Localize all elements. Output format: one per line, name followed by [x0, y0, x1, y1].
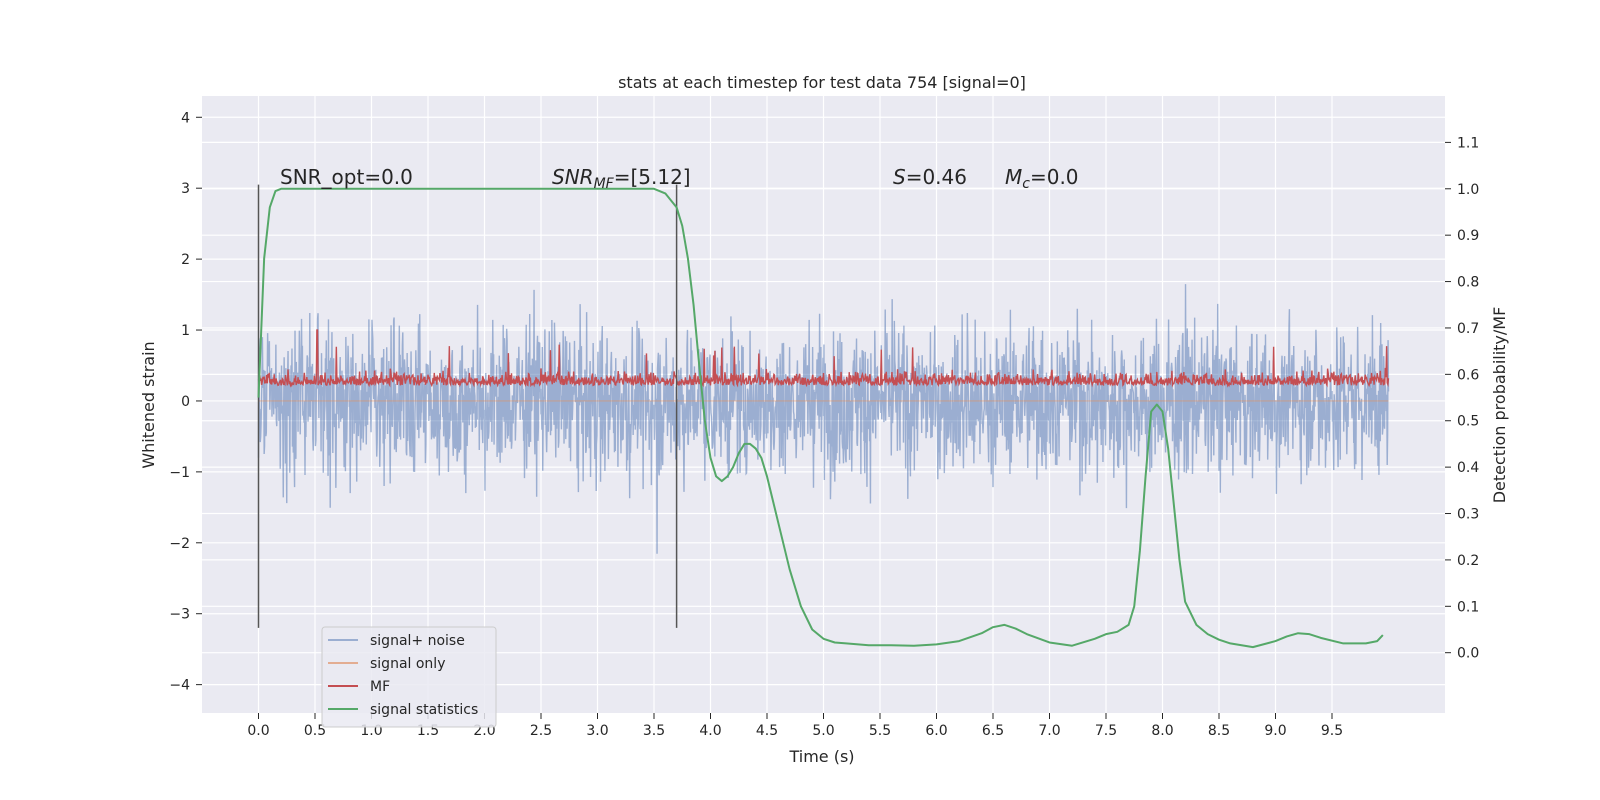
- y2-tick-label: 1.0: [1457, 182, 1479, 198]
- series-mf: [257, 329, 1390, 388]
- y2-tick-label: 0.0: [1457, 646, 1479, 662]
- y2-tick-label: 0.1: [1457, 599, 1479, 615]
- annotation-snr-mf-sub: MF: [594, 176, 615, 192]
- annotation-snr-mf-suffix: =[5.12]: [614, 165, 691, 189]
- annotation-snr-mf-prefix: SNR: [552, 165, 594, 189]
- annotation-mc: Mc=0.0: [1005, 165, 1079, 192]
- y2-tick-label: 0.8: [1457, 275, 1479, 291]
- x-tick-label: 9.5: [1321, 723, 1343, 739]
- legend-label-signal-statistics: signal statistics: [370, 702, 478, 718]
- y2-tick-label: 0.9: [1457, 228, 1479, 244]
- y2-tick-labels: 1.1 1.0 0.9 0.8 0.7 0.6 0.5 0.4 0.3 0.2 0.1 0.0: [1445, 135, 1479, 662]
- y-tick-label: 1: [181, 323, 190, 339]
- x-tick-label: 4.5: [756, 723, 778, 739]
- chart-title: stats at each timestep for test data 754…: [618, 73, 1026, 92]
- signal-statistics-line: [257, 187, 1384, 649]
- y-tick-label: −1: [169, 465, 190, 481]
- annotation-mc-sub: c: [1022, 176, 1030, 192]
- y-tick-label: 0: [181, 394, 190, 410]
- x-tick-label: 9.0: [1264, 723, 1286, 739]
- x-tick-label: 8.0: [1151, 723, 1173, 739]
- y-tick-labels: 4 3 2 1 0 −1 −2 −3 −4: [169, 110, 202, 694]
- y2-tick-label: 0.5: [1457, 414, 1479, 430]
- mf-line: [257, 329, 1390, 388]
- y-tick-label: −2: [169, 536, 190, 552]
- x-tick-label: 0.0: [247, 723, 269, 739]
- y2-tick-label: 0.3: [1457, 507, 1479, 523]
- y-tick-label: −3: [169, 607, 190, 623]
- signal-noise-line: [257, 284, 1390, 554]
- y-tick-label: 4: [181, 110, 190, 126]
- y2-axis-label: Detection probability/MF: [1490, 307, 1509, 504]
- annotation-s-prefix: S: [893, 165, 906, 189]
- annotation-s: S=0.46: [893, 165, 967, 189]
- x-tick-label: 0.5: [304, 723, 326, 739]
- series-signal-noise: [257, 284, 1390, 554]
- y2-tick-label: 0.4: [1457, 460, 1479, 476]
- vertical-markers: [257, 184, 678, 628]
- x-tick-label: 7.0: [1038, 723, 1060, 739]
- y2-tick-label: 1.1: [1457, 135, 1479, 151]
- y2-tick-label: 0.6: [1457, 367, 1479, 383]
- annotation-mc-prefix: M: [1005, 165, 1022, 189]
- y-tick-label: 2: [181, 252, 190, 268]
- y-tick-label: −4: [169, 678, 190, 694]
- x-tick-label: 5.5: [869, 723, 891, 739]
- x-tick-label: 6.0: [925, 723, 947, 739]
- legend-box: [321, 626, 497, 728]
- y-axis-label: Whitened strain: [139, 341, 158, 468]
- legend-label-signal-only: signal only: [370, 656, 445, 672]
- x-tick-label: 3.5: [643, 723, 665, 739]
- annotation-mc-suffix: =0.0: [1030, 165, 1079, 189]
- annotations: SNR_opt=0.0 SNRMF=[5.12] S=0.46 Mc=0.0: [280, 165, 1079, 192]
- y2-tick-label: 0.2: [1457, 553, 1479, 569]
- annotation-s-suffix: =0.46: [906, 165, 967, 189]
- y2-tick-label: 0.7: [1457, 321, 1479, 337]
- x-axis-label: Time (s): [788, 747, 854, 766]
- annotation-snr-mf: SNRMF=[5.12]: [552, 165, 691, 192]
- x-tick-label: 8.5: [1208, 723, 1230, 739]
- legend: signal+ noise signal only MF signal stat…: [321, 626, 497, 728]
- annotation-snr-opt: SNR_opt=0.0: [280, 165, 413, 189]
- x-tick-label: 2.5: [530, 723, 552, 739]
- legend-label-mf: MF: [370, 679, 390, 695]
- legend-label-signal-noise: signal+ noise: [370, 633, 465, 649]
- x-tick-label: 3.0: [586, 723, 608, 739]
- x-tick-label: 7.5: [1095, 723, 1117, 739]
- x-tick-label: 6.5: [982, 723, 1004, 739]
- series-signal-statistics: [257, 187, 1384, 649]
- x-tick-label: 5.0: [812, 723, 834, 739]
- y-tick-label: 3: [181, 181, 190, 197]
- x-tick-label: 4.0: [699, 723, 721, 739]
- x-tick-labels: 0.0 0.5 1.0 1.5 2.0 2.5 3.0 3.5 4.0 4.5 5.0 5.5 6.0 6…: [247, 713, 1343, 739]
